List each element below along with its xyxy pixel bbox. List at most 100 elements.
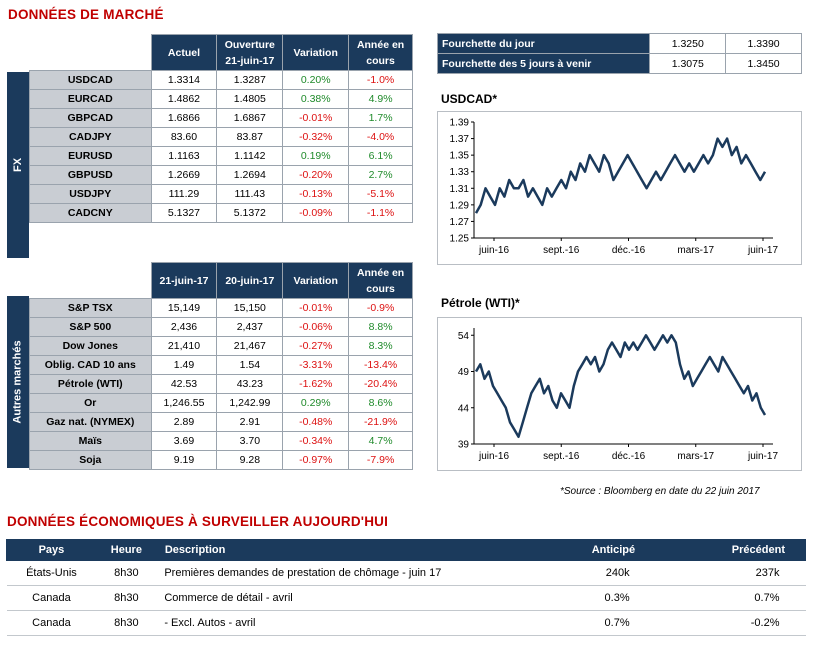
other-cell: -21.9% — [348, 412, 413, 432]
other-cell: -0.9% — [348, 298, 413, 318]
economic-cell: Canada — [6, 610, 97, 636]
x-tick-label: juin-17 — [747, 451, 778, 462]
other-cell: -0.06% — [282, 317, 350, 337]
other-header-1: 20-juin-17 — [216, 262, 284, 299]
fx-cell: 1.7% — [348, 108, 413, 128]
fx-cell: -1.0% — [348, 70, 413, 90]
other-side-text: Autres marchés — [12, 340, 24, 424]
other-cell: 1,246.55 — [150, 393, 218, 413]
other-row-label: Gaz nat. (NYMEX) — [29, 412, 152, 432]
other-row: Or 1,246.55 1,242.99 0.29% 8.6% — [29, 393, 413, 413]
economic-row: Canada 8h30- Excl. Autos - avril 0.7% -0.2% — [6, 610, 806, 636]
x-tick-label: déc.-16 — [612, 245, 646, 256]
fx-cell: -5.1% — [348, 184, 413, 204]
other-cell: 2,437 — [216, 317, 284, 337]
fx-table: Actuel Ouverture 21-juin-17 Variation Année… — [29, 34, 413, 223]
economic-cell: Premières demandes de prestation de chôm… — [156, 560, 506, 586]
fx-cell: 1.2669 — [150, 165, 218, 185]
other-header-0: 21-juin-17 — [150, 262, 218, 299]
fx-cell: 1.1163 — [150, 146, 218, 166]
series-line — [474, 334, 767, 439]
x-tick-label: mars-17 — [677, 451, 714, 462]
fx-cell: -1.1% — [348, 203, 413, 223]
economic-header-0: Pays — [6, 539, 97, 561]
other-header-row: 21-juin-17 20-juin-17 Variation Année en co… — [30, 262, 413, 299]
fx-row: EURCAD 1.4862 1.4805 0.38% 4.9% — [29, 89, 413, 109]
fx-cell: 83.60 — [150, 127, 218, 147]
fx-header-3: Année en cours — [348, 34, 413, 71]
other-cell: -20.4% — [348, 374, 413, 394]
range-label: Fourchette du jour — [436, 33, 651, 54]
y-tick-label: 1.37 — [450, 134, 470, 145]
other-row-label: Pétrole (WTI) — [29, 374, 152, 394]
series-line — [474, 137, 767, 214]
fx-cell: 111.43 — [216, 184, 284, 204]
fx-cell: 0.19% — [282, 146, 350, 166]
other-header-3: Année en cours — [348, 262, 413, 299]
economic-cell: 237k — [655, 560, 806, 586]
fx-cell: 5.1372 — [216, 203, 284, 223]
other-cell: -0.01% — [282, 298, 350, 318]
other-side-label: Autres marchés — [7, 296, 29, 468]
fx-cell: 83.87 — [216, 127, 284, 147]
usdcad-chart-svg: 1.39 1.37 1.35 1.33 1.31 1.29 1.27 1.25 juin-16 s… — [450, 118, 779, 257]
other-cell: 15,149 — [150, 298, 218, 318]
other-cell: -13.4% — [348, 355, 413, 375]
y-tick-label: 44 — [458, 403, 470, 414]
other-row: Gaz nat. (NYMEX) 2.89 2.91 -0.48% -21.9% — [29, 412, 413, 432]
other-cell: -1.62% — [282, 374, 350, 394]
other-header-2: Variation — [282, 262, 350, 299]
fx-cell: 1.6867 — [216, 108, 284, 128]
range-table: Fourchette du jour 1.3250 1.3390 Fourchette… — [436, 33, 802, 74]
range-row: Fourchette du jour 1.3250 1.3390 — [436, 33, 802, 54]
other-cell: -3.31% — [282, 355, 350, 375]
other-cell: 1,242.99 — [216, 393, 284, 413]
fx-row: USDCAD 1.3314 1.3287 0.20% -1.0% — [29, 70, 413, 90]
other-table: 21-juin-17 20-juin-17 Variation Année en co… — [29, 262, 413, 470]
other-row-label: Dow Jones — [29, 336, 152, 356]
fx-header-row: Actuel Ouverture 21-juin-17 Variation Année… — [30, 34, 413, 71]
x-tick-label: juin-17 — [747, 245, 778, 256]
other-cell: -0.97% — [282, 450, 350, 470]
economic-cell: États-Unis — [6, 560, 97, 586]
fx-row-label: GBPCAD — [29, 108, 152, 128]
fx-side-text: FX — [12, 157, 24, 173]
fx-row-label: EURUSD — [29, 146, 152, 166]
fx-cell: -0.20% — [282, 165, 350, 185]
fx-row-label: GBPUSD — [29, 165, 152, 185]
wti-chart-title: Pétrole (WTI)* — [441, 296, 520, 310]
fx-cell: -4.0% — [348, 127, 413, 147]
economic-cell: -0.2% — [655, 610, 806, 636]
other-cell: 3.69 — [150, 431, 218, 451]
economic-title: DONNÉES ÉCONOMIQUES À SURVEILLER AUJOURD… — [7, 514, 389, 529]
x-tick-label: mars-17 — [677, 245, 714, 256]
y-tick-label: 1.25 — [450, 234, 470, 245]
fx-cell: 1.2694 — [216, 165, 284, 185]
fx-cell: 1.3314 — [150, 70, 218, 90]
range-label: Fourchette des 5 jours à venir — [436, 53, 651, 74]
economic-cell: Canada — [6, 585, 97, 611]
fx-row-label: CADJPY — [29, 127, 152, 147]
other-cell: 9.28 — [216, 450, 284, 470]
x-tick-label: juin-16 — [478, 451, 509, 462]
y-tick-label: 49 — [458, 367, 470, 378]
other-cell: 0.29% — [282, 393, 350, 413]
range-value: 1.3450 — [725, 53, 802, 74]
other-row: Soja 9.19 9.28 -0.97% -7.9% — [29, 450, 413, 470]
economic-header-3: Anticipé — [505, 539, 657, 561]
fx-cell: 5.1327 — [150, 203, 218, 223]
fx-cell: 1.4805 — [216, 89, 284, 109]
fx-cell: 2.7% — [348, 165, 413, 185]
economic-cell: 0.7% — [505, 610, 656, 636]
fx-row-label: EURCAD — [29, 89, 152, 109]
fx-header-1: Ouverture 21-juin-17 — [216, 34, 284, 71]
x-tick-label: déc.-16 — [612, 451, 646, 462]
y-tick-label: 54 — [458, 331, 470, 342]
y-tick-label: 1.35 — [450, 151, 470, 162]
other-cell: 21,467 — [216, 336, 284, 356]
economic-cell: 8h30 — [96, 610, 157, 636]
fx-header-0: Actuel — [150, 34, 218, 71]
other-row: Maïs 3.69 3.70 -0.34% 4.7% — [29, 431, 413, 451]
other-cell: 21,410 — [150, 336, 218, 356]
economic-cell: 240k — [505, 560, 656, 586]
